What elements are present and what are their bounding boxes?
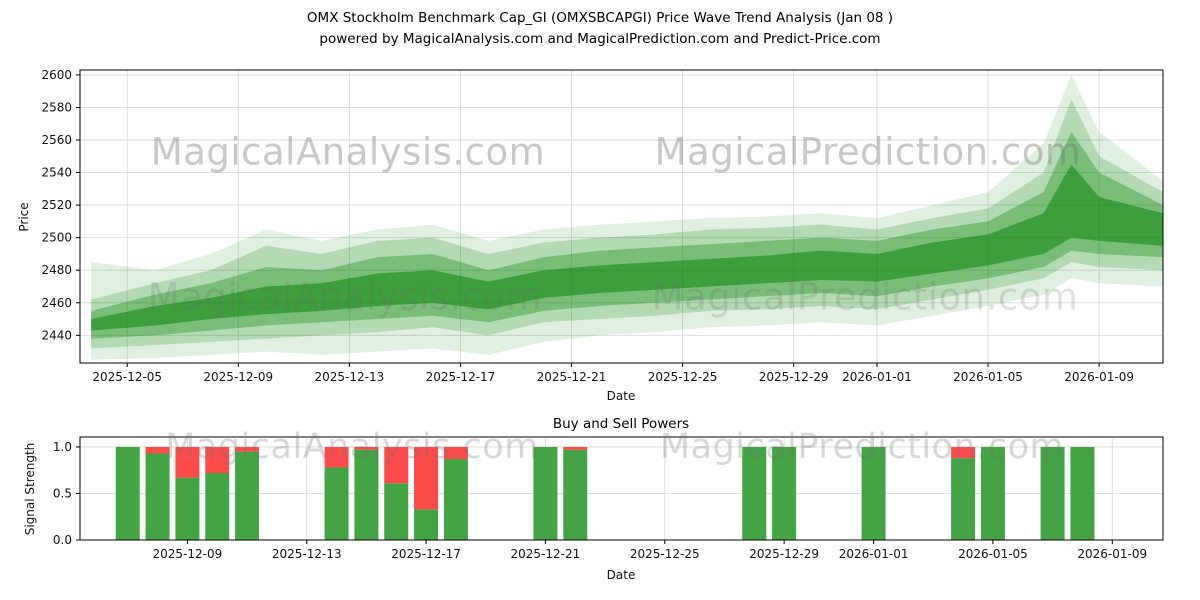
signal-axis-label: Signal Strength <box>23 442 37 536</box>
svg-text:2025-12-21: 2025-12-21 <box>511 547 581 561</box>
svg-text:2026-01-01: 2026-01-01 <box>839 547 909 561</box>
svg-text:2600: 2600 <box>41 68 72 82</box>
svg-text:0.5: 0.5 <box>53 486 72 500</box>
svg-text:2026-01-01: 2026-01-01 <box>842 370 912 384</box>
svg-text:2025-12-05: 2025-12-05 <box>92 370 162 384</box>
svg-text:2025-12-13: 2025-12-13 <box>314 370 384 384</box>
svg-text:2025-12-17: 2025-12-17 <box>426 370 496 384</box>
svg-text:1.0: 1.0 <box>53 440 72 454</box>
svg-text:0.0: 0.0 <box>53 533 72 547</box>
svg-text:2500: 2500 <box>41 231 72 245</box>
chart-title-line2: powered by MagicalAnalysis.com and Magic… <box>319 31 881 47</box>
svg-text:2440: 2440 <box>41 328 72 342</box>
svg-text:2025-12-29: 2025-12-29 <box>759 370 829 384</box>
svg-text:2025-12-09: 2025-12-09 <box>153 547 223 561</box>
price-chart-svg: 2440 2460 2480 2500 2520 2540 2560 2580 2600 2025… <box>41 68 1164 384</box>
svg-text:2025-12-21: 2025-12-21 <box>537 370 607 384</box>
svg-text:2025-12-09: 2025-12-09 <box>203 370 273 384</box>
svg-text:2025-12-29: 2025-12-29 <box>749 547 819 561</box>
svg-text:2480: 2480 <box>41 263 72 277</box>
price-axis-label: Price <box>17 202 31 232</box>
svg-text:2560: 2560 <box>41 133 72 147</box>
svg-text:2540: 2540 <box>41 166 72 180</box>
svg-text:2025-12-17: 2025-12-17 <box>391 547 461 561</box>
svg-text:2025-12-25: 2025-12-25 <box>630 547 700 561</box>
svg-text:2580: 2580 <box>41 100 72 114</box>
svg-text:2025-12-25: 2025-12-25 <box>648 370 718 384</box>
svg-text:2520: 2520 <box>41 198 72 212</box>
svg-text:2460: 2460 <box>41 296 72 310</box>
signal-chart-title: Buy and Sell Powers <box>552 416 690 432</box>
svg-text:2025-12-13: 2025-12-13 <box>272 547 342 561</box>
date-axis-label-top: Date <box>606 389 636 403</box>
svg-text:2026-01-05: 2026-01-05 <box>953 370 1023 384</box>
date-axis-label-bottom: Date <box>606 568 636 582</box>
svg-text:2026-01-05: 2026-01-05 <box>958 547 1028 561</box>
chart-title-line1: OMX Stockholm Benchmark Cap_GI (OMXSBCAP… <box>306 10 894 26</box>
chart-title: OMX Stockholm Benchmark Cap_GI (OMXSBCAP… <box>0 8 1200 50</box>
svg-text:2026-01-09: 2026-01-09 <box>1064 370 1134 384</box>
signal-chart-svg: 0.0 0.5 1.0 2025-12-09 2025-12-13 2025-12-17 2… <box>53 436 1164 561</box>
svg-text:2026-01-09: 2026-01-09 <box>1077 547 1147 561</box>
